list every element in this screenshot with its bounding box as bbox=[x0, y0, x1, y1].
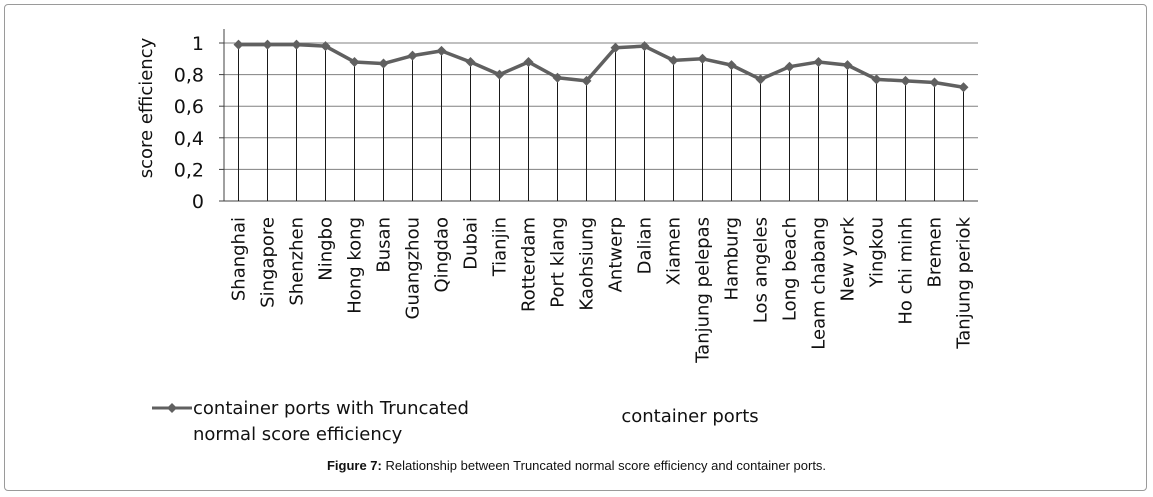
data-point bbox=[784, 61, 795, 72]
data-point bbox=[726, 60, 737, 71]
x-category-label: Ho chi minh bbox=[896, 217, 917, 325]
x-category-label: Hong kong bbox=[345, 217, 366, 314]
x-category-label: Xiamen bbox=[664, 217, 685, 285]
data-point bbox=[929, 77, 940, 88]
data-point bbox=[465, 56, 476, 67]
x-category-label: Long beach bbox=[780, 217, 801, 321]
x-category-label: Hamburg bbox=[722, 217, 743, 300]
y-tick-label: 0,2 bbox=[174, 159, 204, 181]
data-point bbox=[639, 41, 650, 52]
data-point bbox=[581, 75, 592, 86]
series-points bbox=[233, 39, 969, 93]
data-point bbox=[436, 45, 447, 56]
figure-caption: Figure 7: Relationship between Truncated… bbox=[0, 458, 1153, 473]
y-tick-label: 0,6 bbox=[174, 96, 204, 118]
x-axis-title: container ports bbox=[621, 406, 758, 427]
data-point bbox=[871, 74, 882, 85]
data-point bbox=[523, 56, 534, 67]
series-polyline bbox=[238, 42, 964, 89]
caption-text: Relationship between Truncated normal sc… bbox=[381, 458, 827, 473]
data-point bbox=[697, 53, 708, 64]
x-category-label: Los angeles bbox=[751, 217, 772, 323]
x-category-label: Kaohsiung bbox=[577, 217, 598, 311]
x-category-label: Guangzhou bbox=[403, 217, 424, 320]
x-category-label: Tanjung pelepas bbox=[693, 217, 714, 364]
y-tick-label: 1 bbox=[192, 33, 204, 55]
data-point bbox=[494, 69, 505, 80]
x-category-label: Ningbo bbox=[316, 217, 337, 281]
data-point bbox=[900, 75, 911, 86]
data-point bbox=[813, 56, 824, 67]
x-category-label: Qingdao bbox=[432, 217, 453, 292]
data-point bbox=[958, 82, 969, 93]
x-category-label: Tianjin bbox=[490, 217, 511, 277]
data-point bbox=[262, 39, 273, 50]
data-point bbox=[291, 39, 302, 50]
series-line bbox=[238, 42, 964, 89]
x-category-label: Tanjung periok bbox=[954, 216, 975, 349]
x-category-label: Dubai bbox=[461, 217, 482, 270]
x-category-label: Singapore bbox=[258, 217, 279, 308]
data-point bbox=[610, 42, 621, 53]
legend-label-line-1: container ports with Truncated bbox=[193, 398, 469, 419]
legend: container ports with Truncated normal sc… bbox=[152, 398, 469, 445]
data-point bbox=[842, 60, 853, 71]
y-tick-label: 0 bbox=[192, 191, 204, 213]
x-category-label: Shenzhen bbox=[287, 217, 308, 306]
x-category-label: Shanghai bbox=[229, 217, 250, 301]
data-point bbox=[320, 41, 331, 52]
data-point bbox=[233, 39, 244, 50]
data-point bbox=[378, 58, 389, 69]
x-category-label: Rotterdam bbox=[519, 217, 540, 312]
y-tick-labels: 0 0,2 0,4 0,6 0,8 1 bbox=[174, 33, 204, 213]
data-point bbox=[668, 55, 679, 66]
y-tick-label: 0,8 bbox=[174, 65, 204, 87]
x-category-label: Dalian bbox=[635, 217, 656, 274]
x-category-label: Bremen bbox=[925, 217, 946, 287]
caption-label: Figure 7: bbox=[326, 458, 382, 473]
x-category-label: Port klang bbox=[548, 217, 569, 308]
y-tick-label: 0,4 bbox=[174, 128, 204, 150]
x-category-label: New york bbox=[838, 216, 859, 301]
data-point bbox=[552, 72, 563, 83]
x-category-label: Leam chabang bbox=[809, 217, 830, 350]
data-point bbox=[755, 74, 766, 85]
legend-label-line-2: normal score efficiency bbox=[193, 424, 403, 445]
data-point bbox=[407, 50, 418, 61]
data-point bbox=[349, 56, 360, 67]
x-category-label: Busan bbox=[374, 217, 395, 273]
x-category-labels: Shanghai Singapore Shenzhen Ningbo Hong kong… bbox=[229, 216, 975, 363]
x-category-label: Antwerp bbox=[606, 217, 627, 292]
x-category-label: Yingkou bbox=[867, 217, 888, 288]
legend-marker bbox=[167, 403, 177, 413]
y-axis-title: score efficiency bbox=[136, 37, 157, 178]
gridlines bbox=[219, 29, 978, 202]
